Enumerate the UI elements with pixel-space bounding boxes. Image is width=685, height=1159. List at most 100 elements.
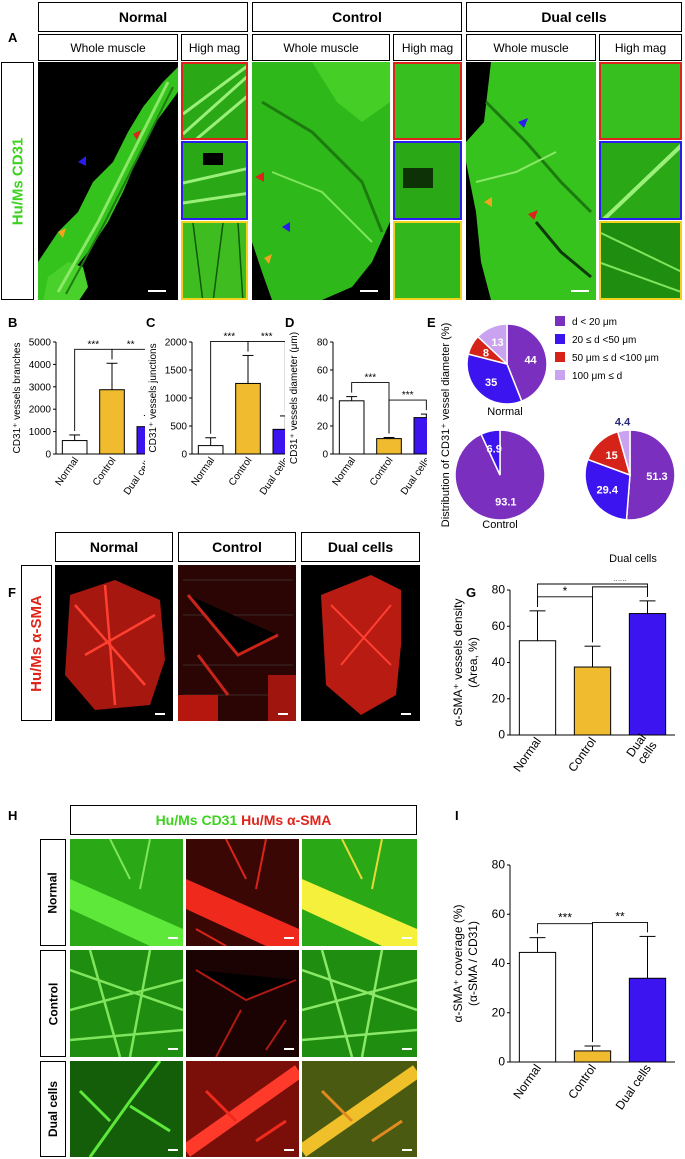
h-dual-red (186, 1061, 299, 1157)
bar-dual-cells (413, 417, 427, 455)
high-mag-control-yellow-box (393, 221, 462, 300)
significance-label: *** (364, 373, 376, 384)
bar-control (573, 666, 612, 736)
scale-bar-f2 (278, 713, 288, 715)
y-tick-label: 0 (498, 728, 505, 742)
significance-label: *** (223, 331, 235, 342)
y-tick-label: 40 (492, 655, 506, 669)
scale-bar-h6 (402, 1048, 412, 1050)
subheader-whole-muscle-1: Whole muscle (38, 34, 178, 61)
h-normal-red (186, 839, 299, 946)
significance-bracket (111, 348, 145, 360)
asma-dual-image (301, 565, 420, 721)
pie-slice (480, 429, 501, 476)
significance-bracket (388, 399, 427, 434)
scale-bar-h5 (284, 1048, 294, 1050)
pie-slice (466, 353, 523, 405)
bar-normal (338, 400, 365, 455)
legend-swatch (555, 316, 565, 326)
significance-label: *** (402, 390, 414, 401)
chart-c: 0 500 1000 1500 2000 CD31⁺ vessels junctions N… (148, 331, 285, 497)
y-tick-label: 60 (492, 907, 506, 921)
panel-a-stain-label: Hu/Ms CD31 (1, 62, 34, 300)
y-tick-label: 4000 (29, 360, 52, 371)
legend-swatch (555, 334, 565, 344)
y-tick-label: 40 (317, 394, 329, 405)
pie-slice (506, 323, 548, 403)
bar-dual-cells (628, 977, 667, 1063)
whole-muscle-dual-image (466, 62, 596, 300)
subheader-whole-muscle-3: Whole muscle (466, 34, 596, 61)
significance-bracket (592, 921, 648, 1042)
panel-f-header-normal: Normal (55, 532, 173, 562)
panel-h-title: Hu/Ms CD31 Hu/Ms α-SMA (70, 805, 417, 835)
y-tick-label: 80 (492, 858, 506, 872)
y-tick-label: 60 (492, 619, 506, 633)
high-mag-control-red-box (393, 62, 462, 140)
y-axis-label: CD31⁺ vessels branches (12, 343, 23, 454)
panel-letter-c: C (146, 315, 156, 330)
h-normal-green (70, 839, 183, 946)
x-tick-label: Normal (54, 455, 81, 488)
bar-dual-cells (136, 426, 145, 455)
y-tick-label: 0 (322, 450, 328, 461)
pie-value-label: 44 (524, 355, 537, 367)
y-tick-label: 20 (492, 691, 506, 705)
x-tick-label: Normal (331, 455, 358, 488)
scale-bar-h8 (284, 1149, 294, 1151)
chart-b: 0 1000 2000 3000 4000 5000 CD31⁺ vessels branc… (12, 338, 145, 497)
significance-bracket (537, 596, 593, 643)
row-label-normal: Normal (40, 839, 66, 946)
pie-value-label: 93.1 (495, 496, 516, 508)
high-mag-normal-blue-box (181, 141, 248, 220)
pie-slice (625, 429, 676, 521)
bar-dual-cells (272, 428, 285, 455)
panel-a-header-normal: Normal (38, 2, 248, 32)
y-tick-label: 0 (181, 450, 187, 461)
y-tick-label: 2000 (29, 405, 52, 416)
pie-value-label: 29.4 (597, 485, 619, 497)
pie-value-label: 4.4 (615, 417, 631, 429)
scale-bar-h2 (284, 937, 294, 939)
y-axis-label: α-SMA⁺ coverage (%)(α-SMA / CD31) (451, 905, 480, 1023)
x-tick-label: Normal (510, 1062, 544, 1102)
significance-bracket (537, 583, 648, 607)
chart-g: 0 20 40 60 80 α-SMA⁺ vessels density(Area, %)… (451, 580, 675, 775)
pie-value-label: 13 (491, 337, 503, 349)
scale-bar-a2 (360, 290, 378, 292)
y-axis-label-line: (α-SMA / CD31) (466, 921, 480, 1006)
bar-dual-cells (628, 613, 667, 736)
scale-bar-h4 (168, 1048, 178, 1050)
scale-bar-h9 (402, 1149, 412, 1151)
panel-letter-i: I (455, 808, 459, 823)
x-tick-label: Control (565, 735, 599, 775)
pie-slice (584, 458, 631, 521)
asma-stain-text: Hu/Ms α-SMA (28, 594, 45, 692)
y-tick-label: 0 (45, 450, 51, 461)
y-axis-label: CD31⁺ vessels diameter (μm) (289, 332, 300, 464)
pie-name: Control (482, 519, 517, 531)
whole-muscle-normal-image (38, 62, 178, 300)
pie-name: Normal (487, 406, 522, 418)
y-tick-label: 60 (317, 366, 329, 377)
y-tick-label: 20 (492, 1005, 506, 1019)
panel-letter-e: E (427, 315, 436, 330)
pie-name: Dual cells (609, 553, 657, 565)
h-normal-merge (302, 839, 417, 946)
significance-label: *** (87, 339, 99, 350)
x-tick-label: Normal (190, 455, 217, 488)
legend-label: 20 ≤ d <50 μm (572, 335, 636, 346)
significance-label: ** (615, 909, 625, 923)
chart-e-pies: Distribution of CD31⁺ vessel diameter (%… (440, 316, 676, 565)
y-tick-label: 500 (170, 422, 187, 433)
h-control-green (70, 950, 183, 1057)
y-tick-label: 1000 (165, 394, 188, 405)
high-mag-dual-red-box (599, 62, 682, 140)
panel-a-header-dual: Dual cells (466, 2, 682, 32)
legend-label: 100 μm ≤ d (572, 371, 622, 382)
scale-bar-h1 (168, 937, 178, 939)
chart-i: 0 20 40 60 80 α-SMA⁺ coverage (%)(α-SMA / CD3… (451, 858, 675, 1112)
x-tick-label: Control (227, 455, 255, 488)
x-tick-label: Control (565, 1062, 599, 1102)
row-label-control-text: Control (46, 982, 60, 1025)
